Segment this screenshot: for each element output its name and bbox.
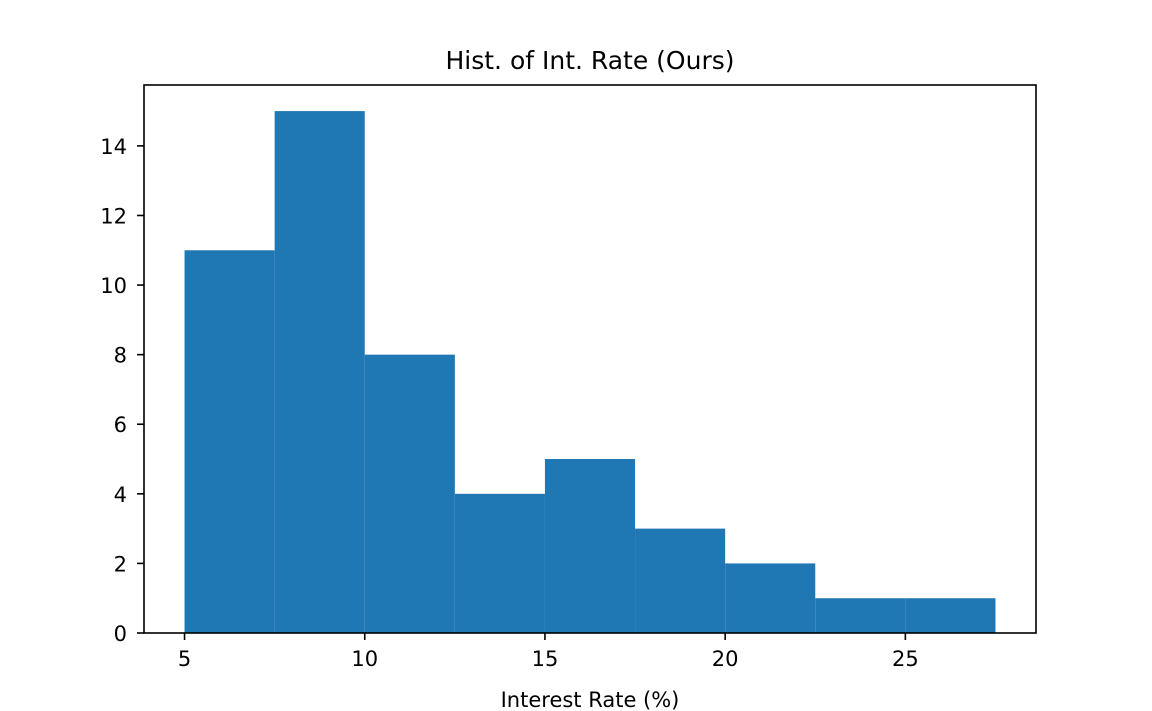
x-axis-ticks: 5 10 15 20 25 <box>178 633 919 671</box>
y-axis-ticks: 0 2 4 6 8 10 12 14 <box>100 135 144 646</box>
plot-frame <box>143 84 1037 634</box>
x-tick-label: 15 <box>532 647 559 671</box>
histogram-bar-1 <box>184 250 275 633</box>
y-tick-label: 12 <box>100 204 127 228</box>
x-axis-title: Interest Rate (%) <box>501 688 680 711</box>
histogram-bar-6 <box>635 528 726 633</box>
histogram-bar-2 <box>274 111 365 634</box>
histogram-bar-7 <box>725 563 816 633</box>
x-tick-label: 20 <box>712 647 739 671</box>
bars-group <box>184 111 996 634</box>
x-tick-label: 5 <box>178 647 191 671</box>
y-tick-label: 6 <box>114 413 127 437</box>
y-tick-label: 10 <box>100 274 127 298</box>
histogram-bar-8 <box>815 598 906 633</box>
histogram-bar-5 <box>544 459 636 633</box>
y-tick-label: 4 <box>114 483 127 507</box>
histogram-bar-9 <box>905 598 996 633</box>
x-tick-label: 10 <box>351 647 378 671</box>
histogram-bar-3 <box>364 354 455 633</box>
y-tick-label: 14 <box>100 135 127 159</box>
chart-title: Hist. of Int. Rate (Ours) <box>445 46 734 75</box>
y-tick-label: 8 <box>114 344 127 368</box>
y-tick-label: 0 <box>114 622 127 646</box>
x-tick-label: 25 <box>892 647 919 671</box>
histogram-bar-4 <box>454 493 545 633</box>
y-tick-label: 2 <box>114 552 127 576</box>
